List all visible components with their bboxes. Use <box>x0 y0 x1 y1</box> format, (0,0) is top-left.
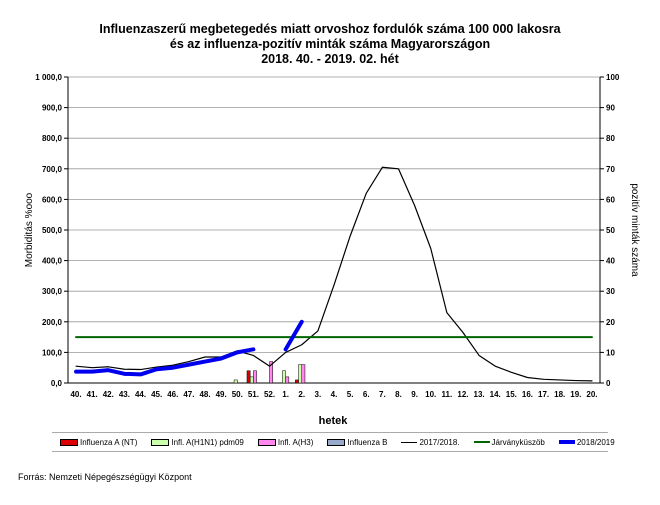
y2-tick-label: 30 <box>606 287 615 296</box>
chart-title-line-3: 2018. 40. - 2019. 02. hét <box>261 52 399 66</box>
x-tick-label: 3. <box>315 390 322 399</box>
legend-item: 2017/2018. <box>401 437 460 447</box>
y2-tick-label: 40 <box>606 257 615 266</box>
plot-area: Morbiditás %ooo pozitív minták száma het… <box>24 73 640 427</box>
series-line-2017-2018- <box>75 166 593 382</box>
x-tick-label: 43. <box>119 390 130 399</box>
bar-influenza-a-nt- <box>295 379 299 384</box>
x-tick-label: 16. <box>522 390 533 399</box>
bar-influenza-a-nt- <box>246 370 251 384</box>
bar-infl-a-h1n1-pdm09 <box>298 364 303 384</box>
x-tick-label: 40. <box>70 390 81 399</box>
x-tick-label: 18. <box>554 390 565 399</box>
x-tick-label: 20. <box>586 390 597 399</box>
x-tick-label: 42. <box>103 390 114 399</box>
legend-label: Járványküszöb <box>491 437 545 447</box>
y2-tick-label: 70 <box>606 165 615 174</box>
legend-swatch <box>60 438 78 446</box>
legend-item: 2018/2019 <box>558 437 615 447</box>
y-tick-label: 700,0 <box>42 165 63 174</box>
y-tick-label: 300,0 <box>42 287 63 296</box>
legend-label: Influenza A (NT) <box>80 437 138 447</box>
y2-tick-label: 90 <box>606 104 615 113</box>
x-tick-label: 46. <box>167 390 178 399</box>
x-axis-label: hetek <box>319 415 349 427</box>
y2-tick-label: 0 <box>606 379 611 388</box>
legend-item: Járványküszöb <box>473 437 545 447</box>
legend-label: 2017/2018. <box>419 437 460 447</box>
y2-tick-label: 100 <box>606 73 620 82</box>
legend-swatch <box>327 438 346 446</box>
legend-item: Infl. A(H3) <box>257 437 314 447</box>
series-line-2018-2019 <box>74 347 256 377</box>
x-tick-label: 17. <box>538 390 549 399</box>
x-tick-label: 13. <box>474 390 485 399</box>
x-tick-label: 4. <box>331 390 338 399</box>
bar-infl-a-h1n1-pdm09 <box>249 376 254 384</box>
x-tick-label: 6. <box>363 390 370 399</box>
y-tick-label: 500,0 <box>42 226 63 235</box>
y-tick-label: 200,0 <box>42 318 63 327</box>
legend-label: 2018/2019 <box>576 437 615 447</box>
x-tick-label: 1. <box>282 390 289 399</box>
y2-tick-label: 50 <box>606 226 615 235</box>
legend-item: Influenza A (NT) <box>60 438 137 447</box>
x-tick-label: 44. <box>135 390 146 399</box>
x-tick-label: 15. <box>506 390 517 399</box>
x-tick-label: 41. <box>87 390 98 399</box>
x-tick-label: 12. <box>457 390 468 399</box>
chart-title-line-2: és az influenza-pozitív minták száma Mag… <box>169 37 491 51</box>
bar-infl-a-h3- <box>301 364 306 384</box>
legend-swatch <box>151 438 170 446</box>
legend-swatch <box>257 438 276 446</box>
bar-infl-a-h1n1-pdm09 <box>282 370 286 384</box>
x-tick-label: 52. <box>264 390 275 399</box>
y-tick-label: 900,0 <box>42 104 63 113</box>
legend-label: Infl. A(H1N1) pdm09 <box>171 437 244 447</box>
y-tick-label: 600,0 <box>42 195 63 204</box>
legend-line-swatch <box>558 440 575 444</box>
y-tick-label: 400,0 <box>42 257 63 266</box>
y2-tick-label: 20 <box>606 318 615 327</box>
y2-tick-label: 80 <box>606 134 615 143</box>
x-tick-label: 51. <box>248 390 259 399</box>
x-tick-label: 48. <box>199 390 210 399</box>
legend-line-swatch <box>401 441 418 443</box>
x-tick-label: 5. <box>347 390 354 399</box>
y2-axis-label: pozitív minták száma <box>629 183 640 277</box>
legend: Influenza A (NT) Infl. A(H1N1) pdm09 Infl.… <box>52 432 615 452</box>
legend-label: Influenza B <box>347 437 388 447</box>
bar-infl-a-h3- <box>253 370 257 384</box>
source-note: Forrás: Nemzeti Népegészségügyi Központ <box>18 472 192 482</box>
x-tick-label: 50. <box>232 390 243 399</box>
chart-title-line-1: Influenzaszerű megbetegedés miatt orvosh… <box>99 22 561 36</box>
x-tick-label: 9. <box>411 390 418 399</box>
bar-infl-a-h3- <box>269 361 273 384</box>
x-tick-label: 10. <box>425 390 436 399</box>
legend-item: Infl. A(H1N1) pdm09 <box>151 437 244 447</box>
y-tick-label: 100,0 <box>42 348 63 357</box>
x-tick-label: 8. <box>395 390 402 399</box>
y2-tick-label: 10 <box>606 348 615 357</box>
bar-infl-a-h3- <box>285 376 290 384</box>
legend-line-swatch <box>473 441 490 443</box>
x-tick-label: 49. <box>216 390 227 399</box>
series-line-2018-2019 <box>283 319 304 352</box>
x-tick-label: 14. <box>490 390 501 399</box>
x-tick-label: 2. <box>298 390 305 399</box>
x-tick-label: 47. <box>183 390 194 399</box>
legend-label: Infl. A(H3) <box>277 437 314 447</box>
x-tick-label: 45. <box>151 390 162 399</box>
y-tick-label: 800,0 <box>42 134 63 143</box>
bar-infl-a-h1n1-pdm09 <box>233 379 238 384</box>
y2-tick-label: 60 <box>606 195 615 204</box>
y-tick-label: 0,0 <box>51 379 63 388</box>
x-tick-label: 7. <box>379 390 386 399</box>
x-tick-label: 19. <box>570 390 581 399</box>
legend-item: Influenza B <box>327 438 387 447</box>
y-tick-label: 1 000,0 <box>35 73 62 82</box>
y-axis-label: Morbiditás %ooo <box>24 192 35 267</box>
x-tick-label: 11. <box>442 390 453 399</box>
